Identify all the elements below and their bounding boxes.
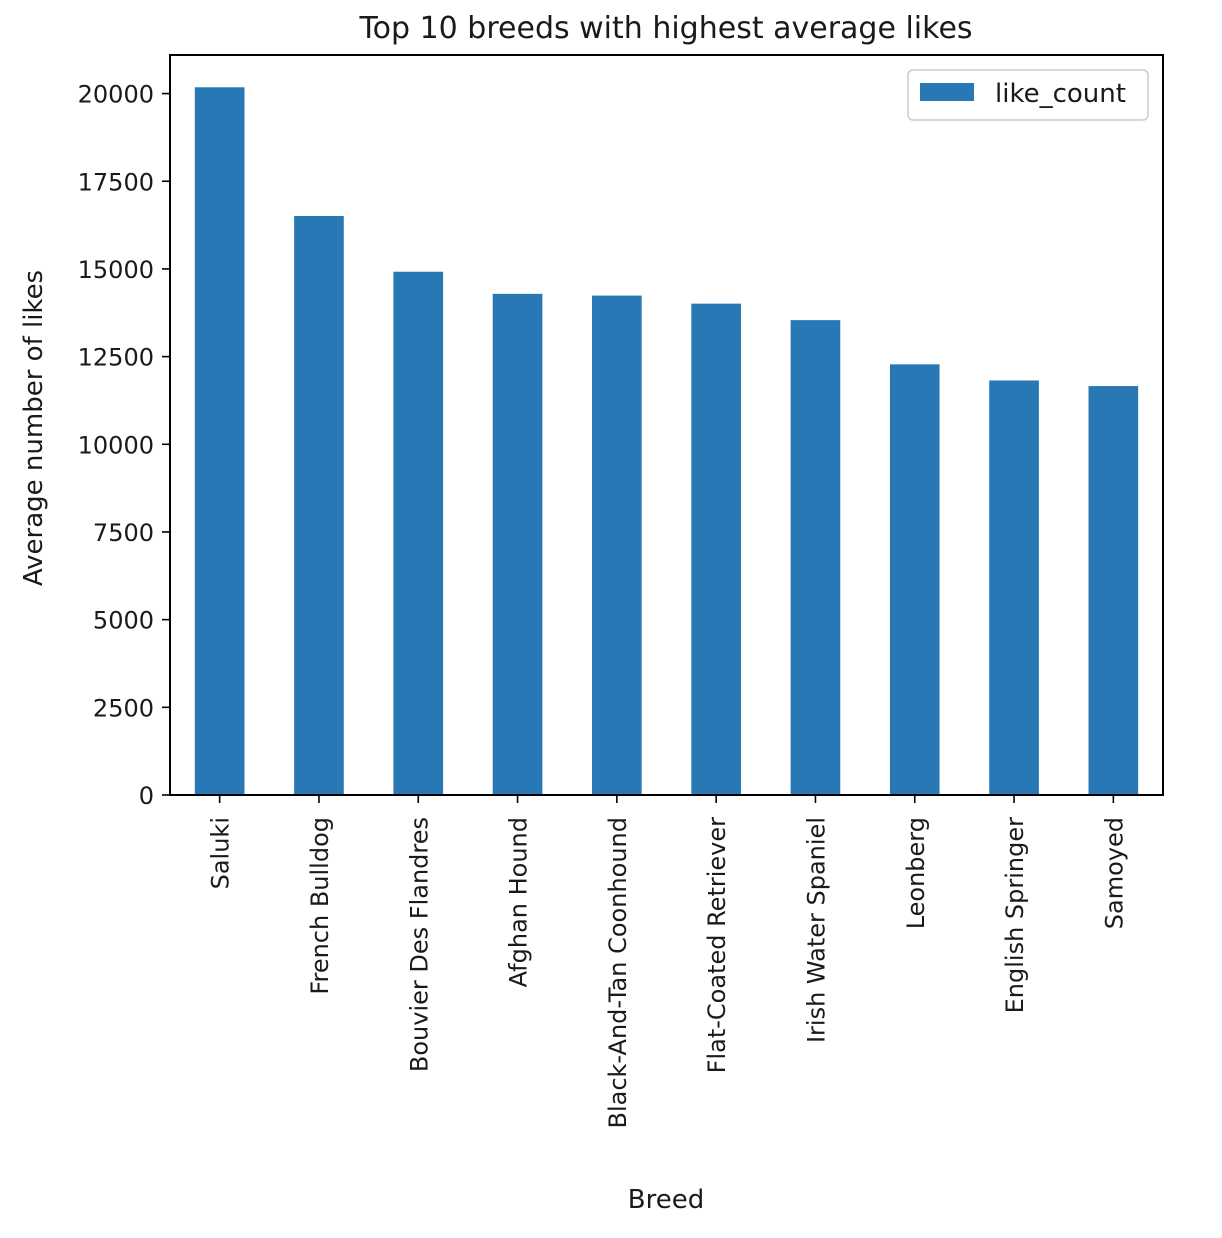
plot-frame — [169, 54, 1164, 796]
x-axis-label: Breed — [628, 1185, 704, 1215]
legend-label: like_count — [995, 79, 1126, 109]
bar-8 — [989, 380, 1039, 795]
bar-0 — [194, 87, 245, 796]
x-tick-label-8: English Springer — [1001, 817, 1029, 1014]
bars-group — [194, 87, 1139, 796]
bar-7 — [889, 364, 940, 795]
x-tick-label-0: Saluki — [207, 817, 235, 889]
bar-3 — [492, 293, 543, 795]
y-tick-label-5: 12500 — [78, 344, 154, 372]
y-tick-label-3: 7500 — [93, 519, 154, 547]
bar-2 — [393, 271, 444, 795]
x-tick-label-7: Leonberg — [902, 817, 930, 929]
y-tick-label-2: 5000 — [93, 607, 154, 635]
x-axis-ticks: Saluki French Bulldog Bouvier Des Flandres… — [207, 795, 1128, 1129]
legend-swatch — [920, 83, 974, 101]
x-tick-label-4: Black-And-Tan Coonhound — [604, 817, 632, 1129]
y-tick-label-8: 20000 — [78, 81, 154, 109]
legend-box — [907, 69, 1149, 121]
y-tick-label-0: 0 — [139, 782, 154, 810]
y-axis-ticks: 0 2500 5000 7500 10000 12500 15000 17500 20000 — [78, 81, 170, 810]
bar-6 — [790, 320, 841, 795]
y-axis-label: Average number of likes — [19, 270, 49, 586]
y-tick-label-7: 17500 — [78, 168, 154, 196]
y-tick-label-4: 10000 — [78, 431, 154, 459]
x-tick-label-9: Samoyed — [1100, 817, 1128, 929]
bar-5 — [691, 303, 741, 795]
bar-9 — [1088, 386, 1139, 795]
legend: like_count — [907, 69, 1149, 121]
chart-title: Top 10 breeds with highest average likes — [358, 11, 972, 46]
bar-1 — [294, 215, 344, 795]
x-tick-label-2: Bouvier Des Flandres — [405, 817, 433, 1072]
bar-4 — [592, 295, 642, 795]
x-tick-label-5: Flat-Coated Retriever — [703, 817, 731, 1073]
y-tick-label-1: 2500 — [93, 694, 154, 722]
x-tick-label-6: Irish Water Spaniel — [802, 817, 830, 1043]
y-tick-label-6: 15000 — [78, 256, 154, 284]
x-tick-label-1: French Bulldog — [306, 817, 334, 995]
x-tick-label-3: Afghan Hound — [505, 817, 533, 987]
